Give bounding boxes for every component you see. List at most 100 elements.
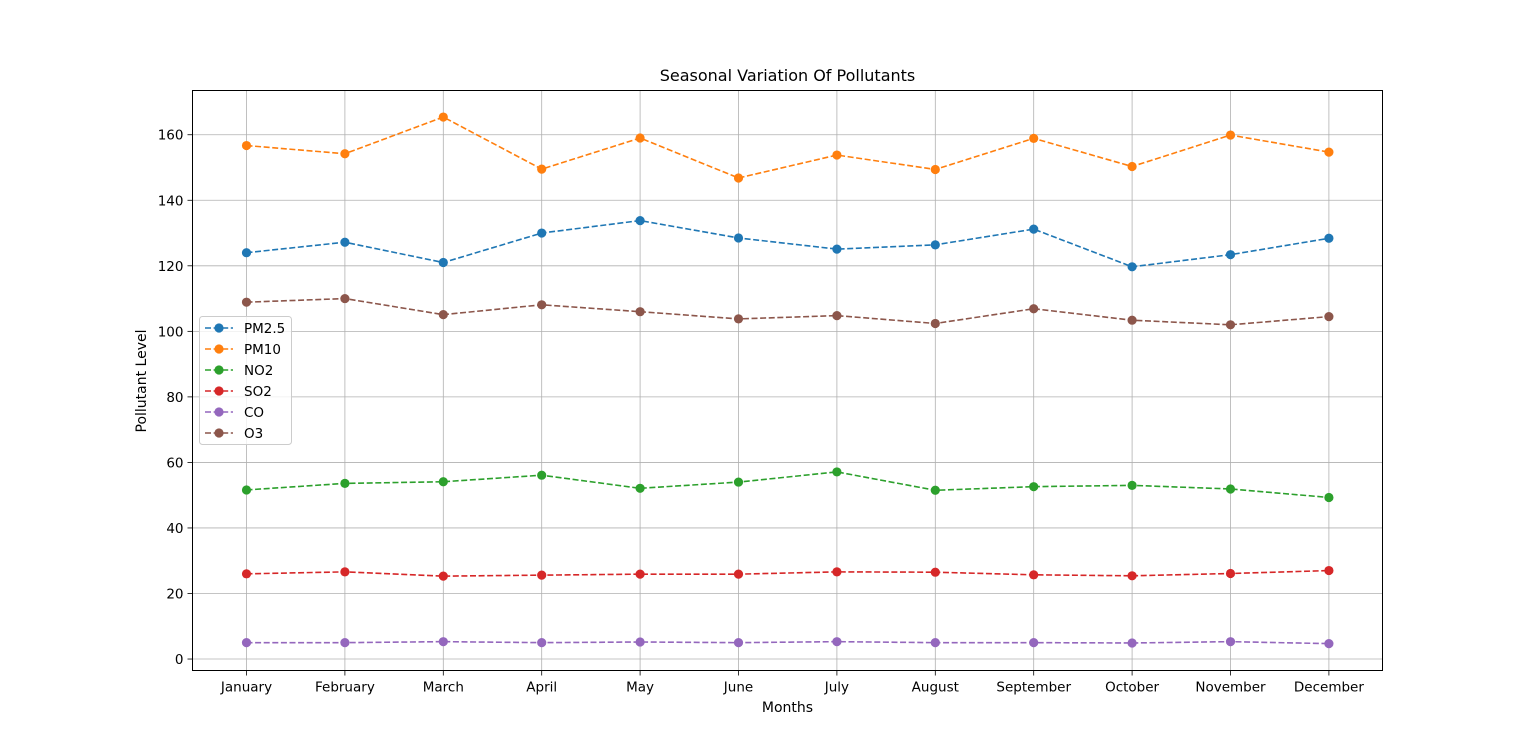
data-point bbox=[733, 638, 744, 648]
data-point bbox=[1324, 147, 1334, 157]
x-tick-label: May bbox=[626, 680, 654, 696]
data-point bbox=[438, 571, 448, 581]
data-point bbox=[1225, 637, 1236, 647]
x-tick-label: March bbox=[423, 680, 464, 696]
data-point bbox=[1029, 638, 1039, 648]
series-so2 bbox=[241, 565, 1334, 581]
x-tick-label: November bbox=[1195, 680, 1266, 696]
data-point bbox=[241, 297, 252, 307]
data-point bbox=[1324, 492, 1334, 503]
y-axis-ticks: 0 20 40 60 80 100 120 140 160 bbox=[158, 128, 193, 668]
legend-label: PM10 bbox=[244, 342, 281, 358]
series-pm2-5 bbox=[241, 215, 1334, 272]
legend-label: PM2.5 bbox=[244, 321, 285, 337]
data-point bbox=[635, 307, 645, 317]
series-line bbox=[246, 116, 1330, 179]
data-point bbox=[1127, 480, 1137, 490]
data-point bbox=[537, 300, 547, 310]
data-point bbox=[241, 248, 252, 258]
y-tick-label: 80 bbox=[166, 390, 183, 406]
y-axis-label: Pollutant Level bbox=[134, 330, 150, 433]
data-point bbox=[1029, 133, 1039, 143]
data-point bbox=[1225, 130, 1236, 140]
data-point bbox=[438, 477, 448, 487]
data-point bbox=[1324, 639, 1334, 649]
data-point bbox=[832, 467, 842, 477]
legend-swatch-marker bbox=[214, 428, 224, 438]
data-point bbox=[1225, 320, 1236, 330]
data-point bbox=[832, 244, 842, 254]
data-point bbox=[1225, 250, 1236, 260]
series-no2 bbox=[241, 467, 1334, 503]
series-line bbox=[246, 471, 1329, 499]
y-tick-label: 20 bbox=[166, 586, 183, 602]
legend-label: O3 bbox=[244, 426, 263, 442]
data-point bbox=[241, 140, 252, 151]
data-point bbox=[340, 638, 350, 648]
data-point bbox=[832, 150, 842, 160]
series-line bbox=[246, 640, 1329, 645]
data-point bbox=[635, 569, 645, 579]
legend-swatch-marker bbox=[214, 386, 224, 396]
data-point bbox=[1324, 233, 1334, 243]
legend-swatch-marker bbox=[214, 365, 224, 375]
x-axis-ticks: January February March April May June July Augu… bbox=[220, 670, 1364, 696]
data-point bbox=[733, 314, 744, 324]
data-point bbox=[1029, 224, 1039, 234]
data-point bbox=[438, 310, 448, 320]
data-point bbox=[537, 570, 547, 580]
y-tick-label: 120 bbox=[158, 259, 184, 275]
legend-label: CO bbox=[244, 405, 264, 421]
series-pm10 bbox=[241, 112, 1334, 183]
data-point bbox=[537, 164, 547, 174]
data-point bbox=[340, 478, 350, 488]
data-point bbox=[930, 485, 940, 495]
data-point bbox=[340, 567, 350, 577]
data-point bbox=[832, 567, 842, 577]
data-point bbox=[930, 240, 940, 250]
data-point bbox=[635, 637, 645, 647]
y-tick-label: 160 bbox=[158, 128, 184, 144]
data-point bbox=[340, 149, 350, 159]
y-tick-label: 40 bbox=[166, 521, 183, 537]
grid-lines bbox=[192, 90, 1383, 671]
data-point bbox=[930, 164, 940, 175]
x-tick-label: August bbox=[912, 680, 959, 696]
data-point bbox=[635, 133, 645, 143]
data-point bbox=[930, 318, 940, 329]
legend-label: NO2 bbox=[244, 363, 273, 379]
x-tick-label: June bbox=[723, 680, 753, 696]
series-line bbox=[246, 297, 1329, 326]
data-point bbox=[635, 483, 645, 493]
data-point bbox=[733, 477, 744, 487]
series-line bbox=[246, 569, 1329, 577]
x-tick-label: July bbox=[824, 680, 849, 696]
data-point bbox=[1225, 484, 1236, 494]
x-tick-label: February bbox=[315, 680, 375, 696]
y-tick-label: 60 bbox=[166, 455, 183, 471]
plot-frame bbox=[192, 90, 1383, 671]
x-tick-label: September bbox=[996, 680, 1071, 696]
data-point bbox=[340, 237, 350, 247]
y-tick-label: 100 bbox=[158, 324, 184, 340]
x-tick-label: January bbox=[220, 680, 272, 696]
data-point bbox=[241, 638, 252, 648]
data-point bbox=[241, 485, 252, 495]
data-point bbox=[1029, 482, 1039, 492]
data-point bbox=[241, 569, 252, 579]
data-point bbox=[930, 567, 940, 577]
x-tick-label: December bbox=[1294, 680, 1364, 696]
data-point bbox=[832, 311, 842, 321]
series-o3 bbox=[241, 293, 1334, 330]
data-point bbox=[438, 637, 448, 647]
data-point bbox=[537, 228, 547, 238]
data-point bbox=[930, 638, 940, 648]
y-tick-label: 140 bbox=[158, 193, 184, 209]
x-tick-label: April bbox=[526, 680, 557, 696]
y-tick-label: 0 bbox=[175, 652, 184, 668]
data-point bbox=[1225, 568, 1236, 579]
data-point bbox=[1029, 304, 1039, 314]
series-lines bbox=[241, 112, 1334, 649]
series-co bbox=[241, 637, 1334, 649]
